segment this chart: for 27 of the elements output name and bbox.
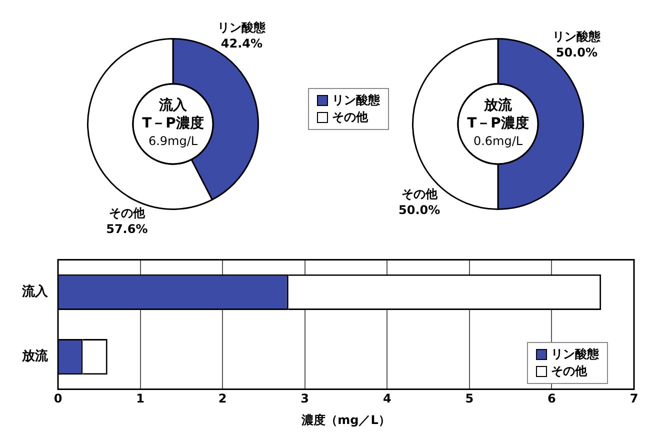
data-label: 50.0% <box>398 202 440 217</box>
legend-label: リン酸態 <box>332 92 380 109</box>
x-tick-label: 0 <box>54 392 62 406</box>
slice-label: その他 <box>401 186 438 201</box>
x-tick-label: 3 <box>300 392 310 406</box>
data-label: 57.6% <box>106 222 148 236</box>
text: 0.6mg/L <box>473 134 523 148</box>
text: T－P濃度 <box>142 114 204 132</box>
text: その他 <box>551 363 587 380</box>
x-tick-label: 6 <box>548 392 556 406</box>
x-tick-label: 7 <box>630 392 638 406</box>
x-tick-label: 4 <box>382 392 392 406</box>
x-tick-label: 2 <box>218 392 227 406</box>
data-label: 50.0% <box>556 45 598 60</box>
text: 6.9mg/L <box>148 134 198 148</box>
text: T－P濃度 <box>467 114 529 132</box>
legend-label: その他 <box>332 109 368 126</box>
x-axis-title: 濃度（mg／L） <box>300 412 390 427</box>
slice-label: その他 <box>108 206 146 220</box>
slice-label: リン酸態 <box>218 20 267 35</box>
slice-label: リン酸態 <box>552 29 602 44</box>
x-tick-label: 5 <box>465 392 474 406</box>
text: 流入 <box>158 96 188 114</box>
legend-label: リン酸態 <box>551 346 599 363</box>
data-label: 42.4% <box>220 36 263 51</box>
x-tick-label: 1 <box>136 392 144 406</box>
text: 放流 <box>483 96 513 114</box>
